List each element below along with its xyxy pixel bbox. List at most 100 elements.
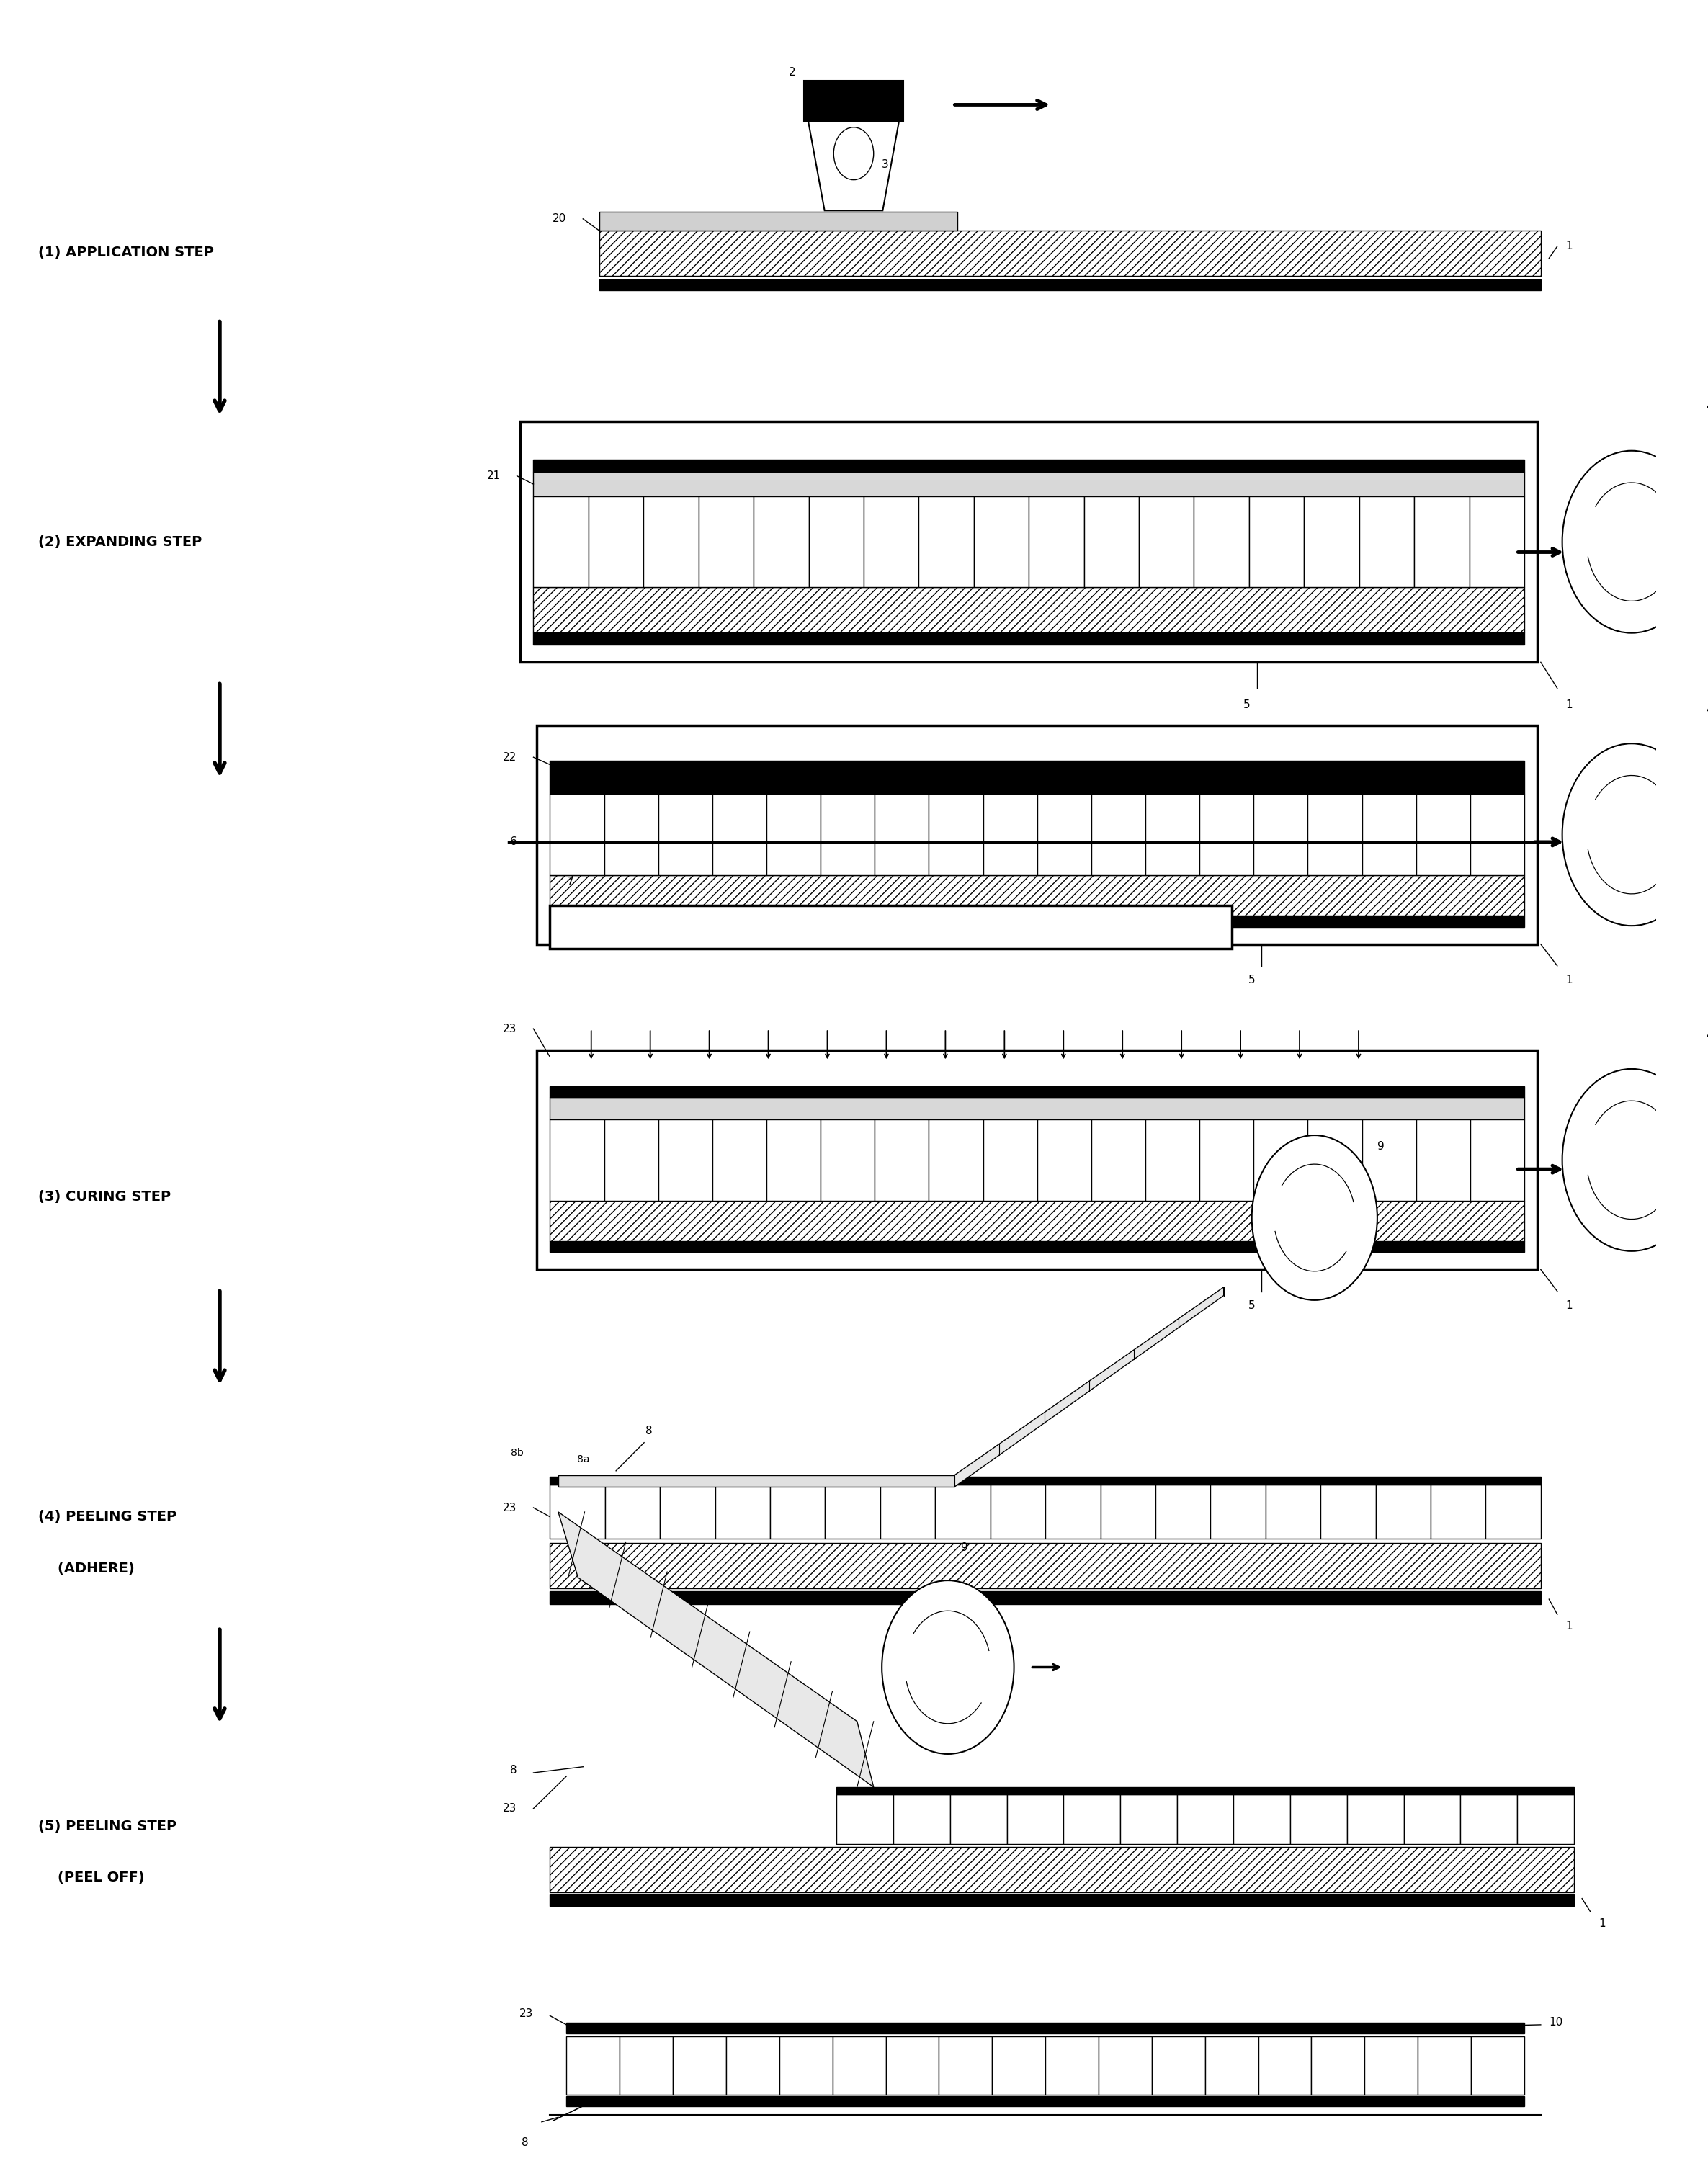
Bar [1151,2035,1204,2094]
Text: 1: 1 [1599,1918,1606,1928]
Text: 5: 5 [1249,1301,1255,1312]
Bar [605,793,658,876]
Bar [992,2035,1045,2094]
Text: 8: 8 [521,2138,529,2148]
Text: 1: 1 [1566,1621,1573,1632]
Bar [832,2035,886,2094]
Bar [1305,497,1360,586]
Bar [550,1098,1524,1120]
Bar [1471,1120,1524,1201]
Bar [1139,497,1194,586]
Bar [1028,497,1085,586]
Bar [1460,1793,1517,1843]
Bar [1416,1120,1471,1201]
Bar [808,497,864,586]
Bar [644,497,699,586]
Bar [1471,793,1524,876]
Bar [550,1484,605,1538]
Bar [1418,2035,1471,2094]
Bar [929,793,984,876]
Text: 22: 22 [504,752,518,763]
Text: 1: 1 [1566,242,1573,253]
Bar [984,793,1037,876]
Text: 8b: 8b [511,1447,523,1458]
Bar [1360,497,1414,586]
Bar [893,1793,950,1843]
Bar [1091,1120,1146,1201]
Bar [550,1894,1573,1907]
Bar [1211,1484,1266,1538]
Text: 23: 23 [502,1024,518,1035]
Bar [1100,1484,1155,1538]
Bar [550,1477,1541,1484]
Bar [984,1120,1037,1201]
Bar [1064,1793,1120,1843]
Text: 2: 2 [789,68,796,78]
Circle shape [881,1580,1015,1754]
Circle shape [1563,1070,1701,1251]
Bar [1045,1484,1100,1538]
Bar [779,2035,832,2094]
Bar [767,793,820,876]
Text: 23: 23 [519,2009,533,2020]
Text: (3) CURING STEP: (3) CURING STEP [38,1190,171,1203]
Bar [770,1484,825,1538]
Bar [880,1484,936,1538]
Bar [767,1120,820,1201]
Bar [1320,1484,1375,1538]
Bar [1471,2035,1524,2094]
Bar [1308,1120,1361,1201]
Bar [712,1120,767,1201]
Bar [1006,1793,1064,1843]
Text: 5: 5 [1243,699,1250,710]
Text: (5) PEELING STEP: (5) PEELING STEP [38,1819,176,1833]
Bar [1233,1793,1290,1843]
Bar [874,1120,929,1201]
Bar [1155,1484,1211,1538]
Bar [533,460,1524,473]
Polygon shape [955,1288,1223,1486]
Bar [567,2035,620,2094]
Bar [550,1201,1524,1242]
Bar [699,497,753,586]
Bar [1348,1793,1404,1843]
Circle shape [834,126,873,181]
Circle shape [1563,743,1701,926]
Bar [550,1242,1524,1253]
Bar [1486,1484,1541,1538]
Bar [820,793,874,876]
Bar [1404,1793,1460,1843]
Bar [936,1484,991,1538]
Bar [550,904,1231,948]
Bar [1361,793,1416,876]
Bar [950,1793,1006,1843]
Bar [533,473,1524,497]
Bar [974,497,1028,586]
Bar [753,497,808,586]
Bar [1045,2035,1098,2094]
Text: 4: 4 [1706,704,1708,715]
Text: 4: 4 [1706,1031,1708,1042]
Bar [536,1050,1537,1270]
Bar [825,1484,880,1538]
Bar [605,1120,658,1201]
Bar [939,2035,992,2094]
Bar [1120,1793,1177,1843]
Text: 8: 8 [646,1425,652,1436]
Text: 8a: 8a [577,1453,589,1464]
Bar [1085,497,1139,586]
Bar [820,1120,874,1201]
Bar [620,2035,673,2094]
Text: (4) PEELING STEP: (4) PEELING STEP [38,1510,176,1523]
Bar [1290,1793,1348,1843]
Bar [726,2035,779,2094]
Bar [589,497,644,586]
Polygon shape [808,122,898,211]
Bar [1375,1484,1431,1538]
Bar [550,760,1524,793]
Bar [1037,793,1091,876]
Text: (PEEL OFF): (PEEL OFF) [38,1872,145,1885]
Bar [1469,497,1524,586]
Bar [550,793,605,876]
Bar [929,1120,984,1201]
